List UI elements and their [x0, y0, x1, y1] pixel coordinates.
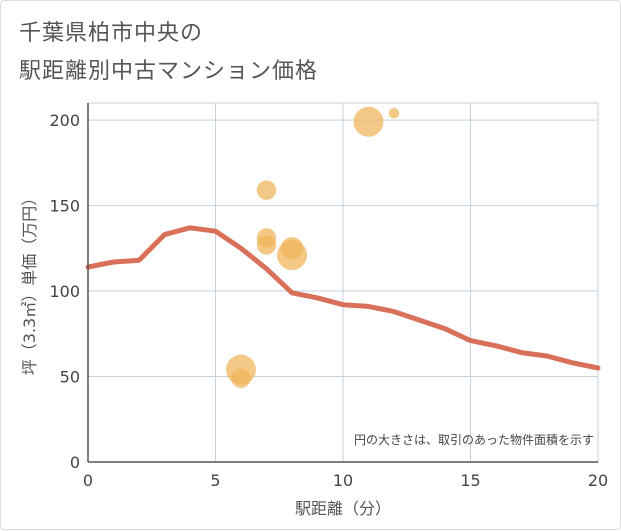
- x-tick-label-2: 10: [333, 471, 353, 490]
- y-tick-label-1: 50: [60, 368, 80, 387]
- bubbles: [226, 106, 400, 388]
- x-tick-label-4: 20: [588, 471, 608, 490]
- grid: [87, 102, 599, 463]
- bubble-point-6: [280, 237, 304, 260]
- x-tick-label-3: 15: [460, 471, 480, 490]
- chart-title-line1: 千葉県柏市中央の: [19, 21, 204, 46]
- x-tick-label-1: 5: [210, 471, 220, 490]
- bubble-point-4: [256, 235, 277, 255]
- bubble-size-note: 円の大きさは、取引のあった物件面積を示す: [354, 432, 594, 447]
- y-axis-title: 坪（3.3㎡）単価（万円）: [20, 190, 39, 375]
- x-tick-labels: 0 5 10 15 20: [83, 471, 608, 490]
- bubble-point-7: [353, 106, 384, 137]
- bubble-point-8: [388, 108, 400, 119]
- y-tick-label-2: 100: [49, 282, 80, 301]
- chart-title-line2: 駅距離別中古マンション価格: [19, 59, 319, 84]
- bubble-point-1: [231, 368, 251, 388]
- y-tick-labels: 0 50 100 150 200: [49, 111, 80, 472]
- x-axis-title: 駅距離（分）: [295, 499, 391, 518]
- bubble-point-2: [256, 180, 277, 200]
- axes: [87, 103, 598, 463]
- x-tick-label-0: 0: [83, 471, 93, 490]
- y-tick-label-4: 200: [49, 111, 80, 130]
- y-tick-label-0: 0: [70, 453, 80, 472]
- average-price-line: [85, 225, 601, 371]
- y-tick-label-3: 150: [49, 197, 80, 216]
